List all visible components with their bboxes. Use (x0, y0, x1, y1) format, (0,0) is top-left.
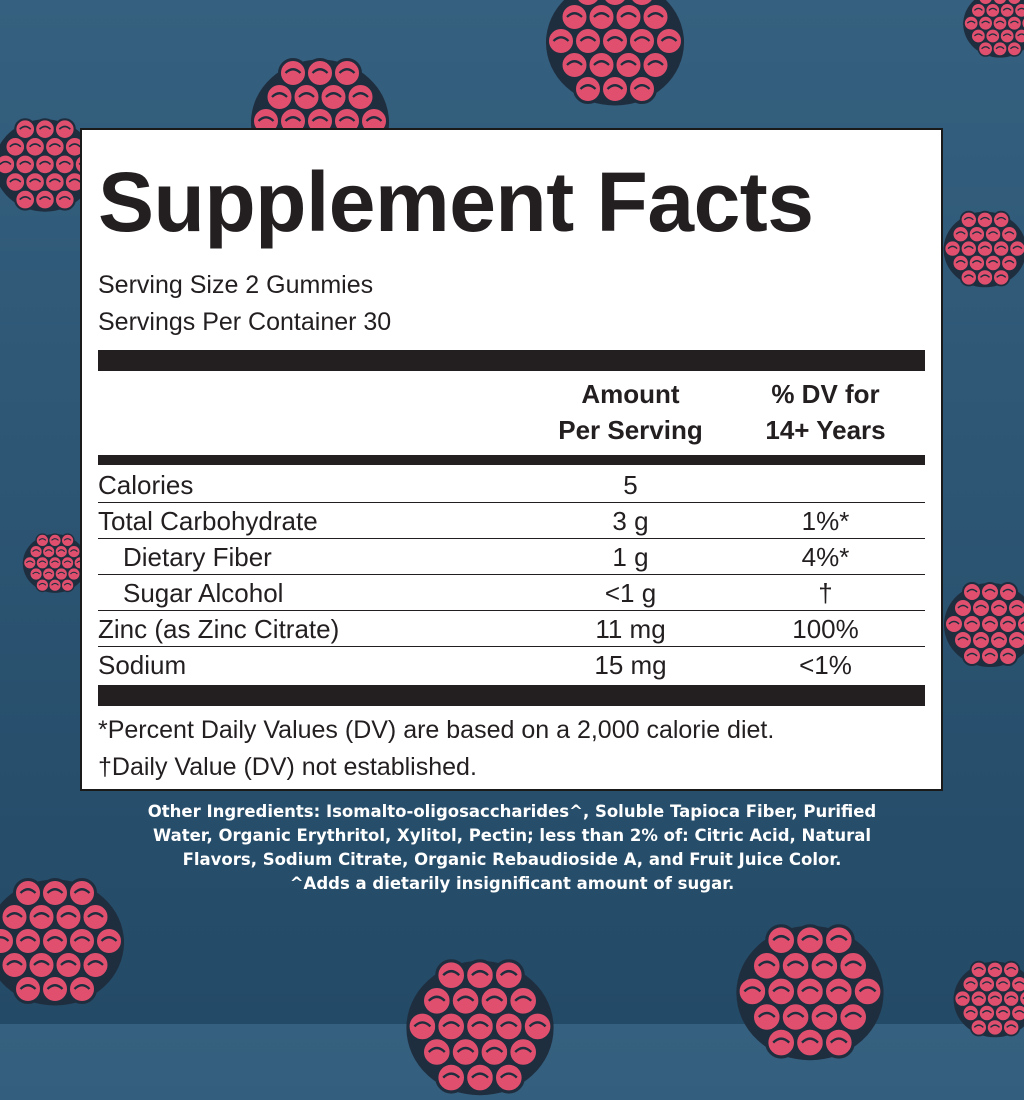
nutrient-amount: <1 g (604, 578, 657, 608)
nutrient-row: Calories 5 (98, 467, 925, 503)
supplement-facts-panel: Supplement Facts Serving Size 2 Gummies … (80, 128, 943, 791)
nutrient-row: Dietary Fiber 1 g 4%* (98, 539, 925, 575)
raspberry-icon (953, 960, 1024, 1038)
nutrient-dv: 1%* (801, 506, 850, 536)
nutrient-name: Total Carbohydrate (98, 506, 318, 536)
amount-header: Amount Per Serving (523, 376, 738, 448)
nutrient-amount: 15 mg (594, 650, 667, 680)
ingredients-line: Other Ingredients: Isomalto-oligosacchar… (147, 802, 877, 821)
raspberry-icon (736, 924, 884, 1061)
nutrient-amount: 5 (623, 470, 638, 500)
footnote-dagger: †Daily Value (DV) not established. (98, 753, 477, 781)
nutrient-row: Sugar Alcohol <1 g † (98, 575, 925, 611)
nutrient-name: Sodium (98, 650, 187, 680)
nutrient-name: Dietary Fiber (123, 542, 272, 572)
dv-header-line2: 14+ Years (765, 415, 886, 445)
serving-size: Serving Size 2 Gummies (98, 271, 374, 299)
nutrient-row: Zinc (as Zinc Citrate) 11 mg 100% (98, 611, 925, 647)
thick-divider-bottom (98, 685, 925, 706)
raspberry-icon (546, 0, 684, 106)
other-ingredients: Other Ingredients: Isomalto-oligosacchar… (90, 800, 934, 896)
raspberry-icon (406, 959, 554, 1096)
nutrient-amount: 3 g (612, 506, 649, 536)
nutrient-row: Total Carbohydrate 3 g 1%* (98, 503, 925, 539)
servings-per-container: Servings Per Container 30 (98, 308, 392, 336)
raspberry-icon (0, 878, 124, 1006)
nutrient-dv: † (818, 578, 833, 608)
amount-header-line1: Amount (581, 379, 680, 409)
nutrient-dv: 4%* (801, 542, 850, 572)
thick-divider (98, 350, 925, 371)
dv-header: % DV for 14+ Years (738, 376, 913, 448)
nutrient-name: Calories (98, 470, 194, 500)
dv-header-line1: % DV for (771, 379, 880, 409)
sugar-note: ^Adds a dietarily insignificant amount o… (289, 874, 735, 893)
nutrient-name: Zinc (as Zinc Citrate) (98, 614, 340, 644)
nutrient-amount: 1 g (612, 542, 649, 572)
nutrient-row: Sodium 15 mg <1% (98, 647, 925, 683)
panel-title: Supplement Facts (98, 155, 814, 249)
nutrient-dv: <1% (799, 650, 852, 680)
raspberry-icon (944, 582, 1024, 667)
raspberry-icon (0, 118, 96, 212)
ingredients-line: Flavors, Sodium Citrate, Organic Rebaudi… (182, 850, 842, 869)
amount-header-line2: Per Serving (558, 415, 703, 445)
ingredients-line: Water, Organic Erythritol, Xylitol, Pect… (152, 826, 872, 845)
header-divider (98, 455, 925, 465)
nutrient-name: Sugar Alcohol (123, 578, 284, 608)
nutrient-dv: 100% (792, 614, 859, 644)
footnote-dv: *Percent Daily Values (DV) are based on … (98, 716, 775, 744)
raspberry-icon (22, 533, 88, 593)
raspberry-icon (963, 0, 1024, 58)
raspberry-icon (943, 210, 1024, 288)
nutrient-amount: 11 mg (595, 614, 666, 644)
